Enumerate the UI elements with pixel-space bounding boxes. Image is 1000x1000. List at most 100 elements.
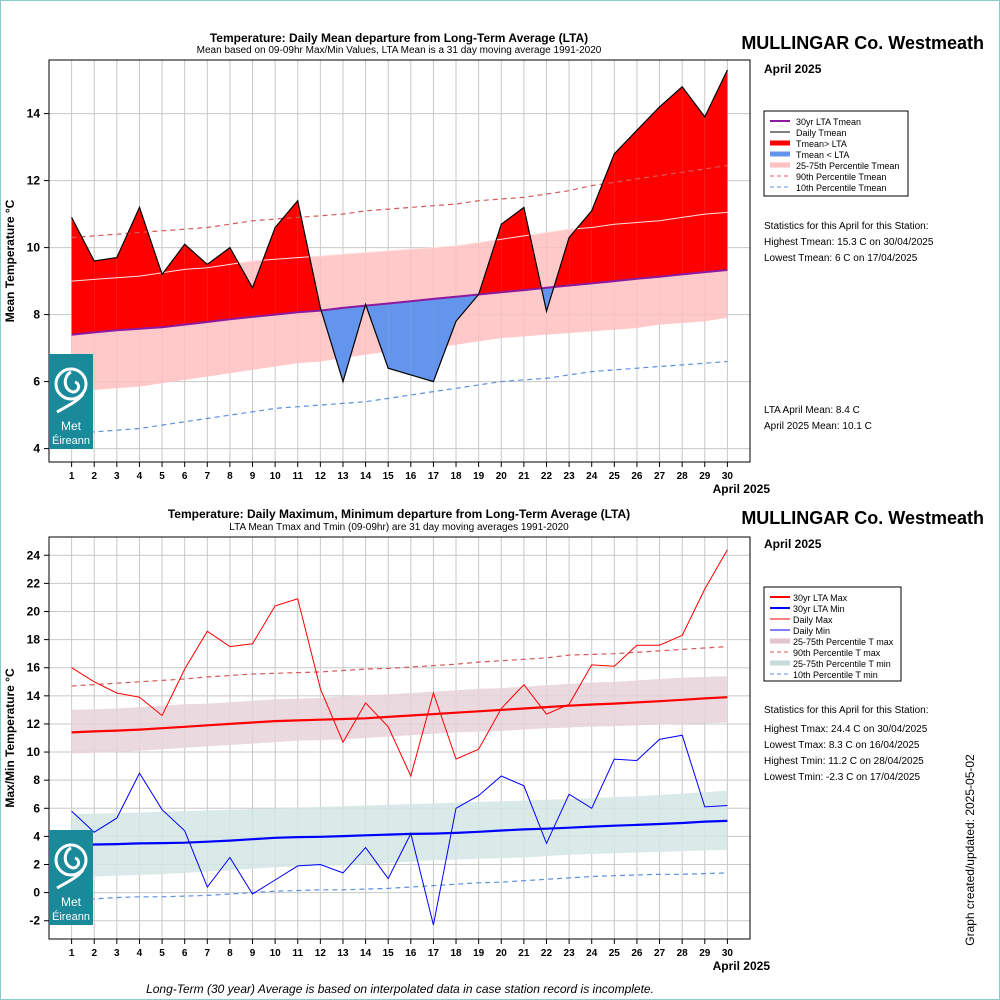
y-axis-label: Max/Min Temperature °C <box>3 668 17 808</box>
above-lta-fill <box>704 70 728 273</box>
x-tick-label: 20 <box>496 948 508 959</box>
legend-item: Daily Min <box>793 626 830 636</box>
legend-item: 10th Percentile Tmean <box>796 183 886 193</box>
x-tick-label: 1 <box>69 948 75 959</box>
y-tick-label: -2 <box>29 914 40 928</box>
period-label-top: April 2025 <box>764 62 822 76</box>
y-tick-label: 12 <box>27 174 41 188</box>
x-tick-label: 18 <box>450 948 462 959</box>
legend-item: Tmean> LTA <box>796 139 847 149</box>
above-lta-fill <box>229 247 253 320</box>
x-tick-label: 14 <box>360 471 372 482</box>
legend-item: 25-75th Percentile T max <box>793 637 894 647</box>
x-tick-label: 11 <box>292 471 303 482</box>
above-lta-fill <box>501 207 524 293</box>
x-tick-label: 10 <box>270 948 282 959</box>
bottom-stats-heading: Statistics for this April for this Stati… <box>764 705 929 716</box>
x-tick-label: 17 <box>428 471 440 482</box>
x-tick-label: 6 <box>182 471 188 482</box>
top-legend: 30yr LTA Tmean Daily Tmean Tmean> LTA Tm… <box>763 110 909 197</box>
above-lta-fill <box>636 106 660 279</box>
met-eireann-logo-bottom: Met Éireann <box>49 830 93 925</box>
x-tick-label: 16 <box>405 471 417 482</box>
above-lta-fill <box>275 200 298 315</box>
above-lta-fill <box>659 86 683 277</box>
below-lta-fill <box>388 301 411 375</box>
pct90-line <box>71 164 728 239</box>
x-tick-label: 5 <box>159 471 165 482</box>
above-lta-fill <box>71 217 95 335</box>
top-stat-highest: Highest Tmean: 15.3 C on 30/04/2025 <box>764 237 934 248</box>
x-tick-label: 3 <box>114 471 120 482</box>
x-tick-label: 17 <box>428 948 440 959</box>
percentile-line <box>71 211 728 282</box>
top-chart-title: Temperature: Daily Mean departure from L… <box>210 31 588 45</box>
x-tick-label: 7 <box>205 948 211 959</box>
x-tick-label: 14 <box>360 948 372 959</box>
y-tick-label: 4 <box>33 442 40 456</box>
x-tick-label: 27 <box>654 948 666 959</box>
x-tick-label: 23 <box>564 471 576 482</box>
x-tick-label: 16 <box>405 948 417 959</box>
legend-item: Daily Tmean <box>796 128 846 138</box>
lta-mean-line <box>71 269 728 336</box>
above-lta-fill <box>252 227 276 317</box>
x-tick-label: 3 <box>114 948 120 959</box>
legend-item: 90th Percentile T max <box>793 648 881 658</box>
x-tick-label: 7 <box>205 471 211 482</box>
y-tick-label: 12 <box>27 717 41 731</box>
station-name-top: MULLINGAR Co. Westmeath <box>741 33 984 53</box>
x-tick-label: 11 <box>292 948 303 959</box>
y-tick-label: 20 <box>27 604 41 618</box>
x-tick-label: 24 <box>586 471 598 482</box>
period-label-bottom: April 2025 <box>764 537 822 551</box>
y-tick-label: 16 <box>27 661 41 675</box>
met-eireann-logo-top: Met Éireann <box>49 354 93 449</box>
above-lta-fill <box>184 244 208 325</box>
bottom-chart-subtitle: LTA Mean Tmax and Tmin (09-09hr) are 31 … <box>229 522 569 533</box>
legend-item: 25-75th Percentile Tmean <box>796 161 899 171</box>
plot-border <box>48 536 751 940</box>
x-tick-label: 9 <box>250 471 256 482</box>
above-lta-fill <box>116 207 140 331</box>
x-tick-label: 26 <box>631 948 643 959</box>
x-tick-label: 2 <box>91 471 97 482</box>
x-axis-label: April 2025 <box>713 482 771 496</box>
station-name-bottom: MULLINGAR Co. Westmeath <box>741 508 984 528</box>
y-tick-label: 10 <box>27 745 41 759</box>
above-lta-fill <box>569 210 592 286</box>
x-tick-label: 21 <box>518 471 530 482</box>
percentile-band-max <box>71 676 728 754</box>
above-lta-fill <box>682 86 705 275</box>
graph-updated-label: Graph created/updated: 2025-05-02 <box>963 754 977 946</box>
x-tick-label: 25 <box>609 948 621 959</box>
bottom-legend: 30yr LTA Max 30yr LTA Min Daily Max Dail… <box>763 586 902 682</box>
x-tick-label: 26 <box>631 471 643 482</box>
y-tick-label: 14 <box>27 689 41 703</box>
x-tick-label: 2 <box>91 948 97 959</box>
legend-item: Daily Max <box>793 615 833 625</box>
lta-min-line <box>71 819 728 846</box>
bottom-stat-highest-tmax: Highest Tmax: 24.4 C on 30/04/2025 <box>764 724 928 735</box>
x-tick-label: 22 <box>541 471 553 482</box>
y-tick-label: 18 <box>27 633 41 647</box>
x-tick-label: 10 <box>270 471 282 482</box>
legend-item: 25-75th Percentile T min <box>793 659 891 669</box>
footnote: Long-Term (30 year) Average is based on … <box>146 982 654 996</box>
logo-text: Éireann <box>52 910 90 923</box>
x-tick-label: 15 <box>383 471 395 482</box>
x-axis-label: April 2025 <box>713 959 771 973</box>
pct90-max-line <box>71 646 728 687</box>
above-lta-fill <box>139 207 163 329</box>
daily-mean-line <box>71 69 728 384</box>
above-lta-fill <box>614 130 637 282</box>
x-tick-label: 22 <box>541 948 553 959</box>
y-tick-label: 4 <box>33 829 40 843</box>
x-tick-label: 1 <box>69 471 75 482</box>
y-tick-label: 8 <box>33 773 40 787</box>
y-tick-label: 0 <box>33 886 40 900</box>
pct10-min-line <box>71 872 728 901</box>
y-tick-label: 10 <box>27 241 41 255</box>
legend-item: Tmean < LTA <box>796 150 849 160</box>
above-lta-fill <box>94 257 117 333</box>
